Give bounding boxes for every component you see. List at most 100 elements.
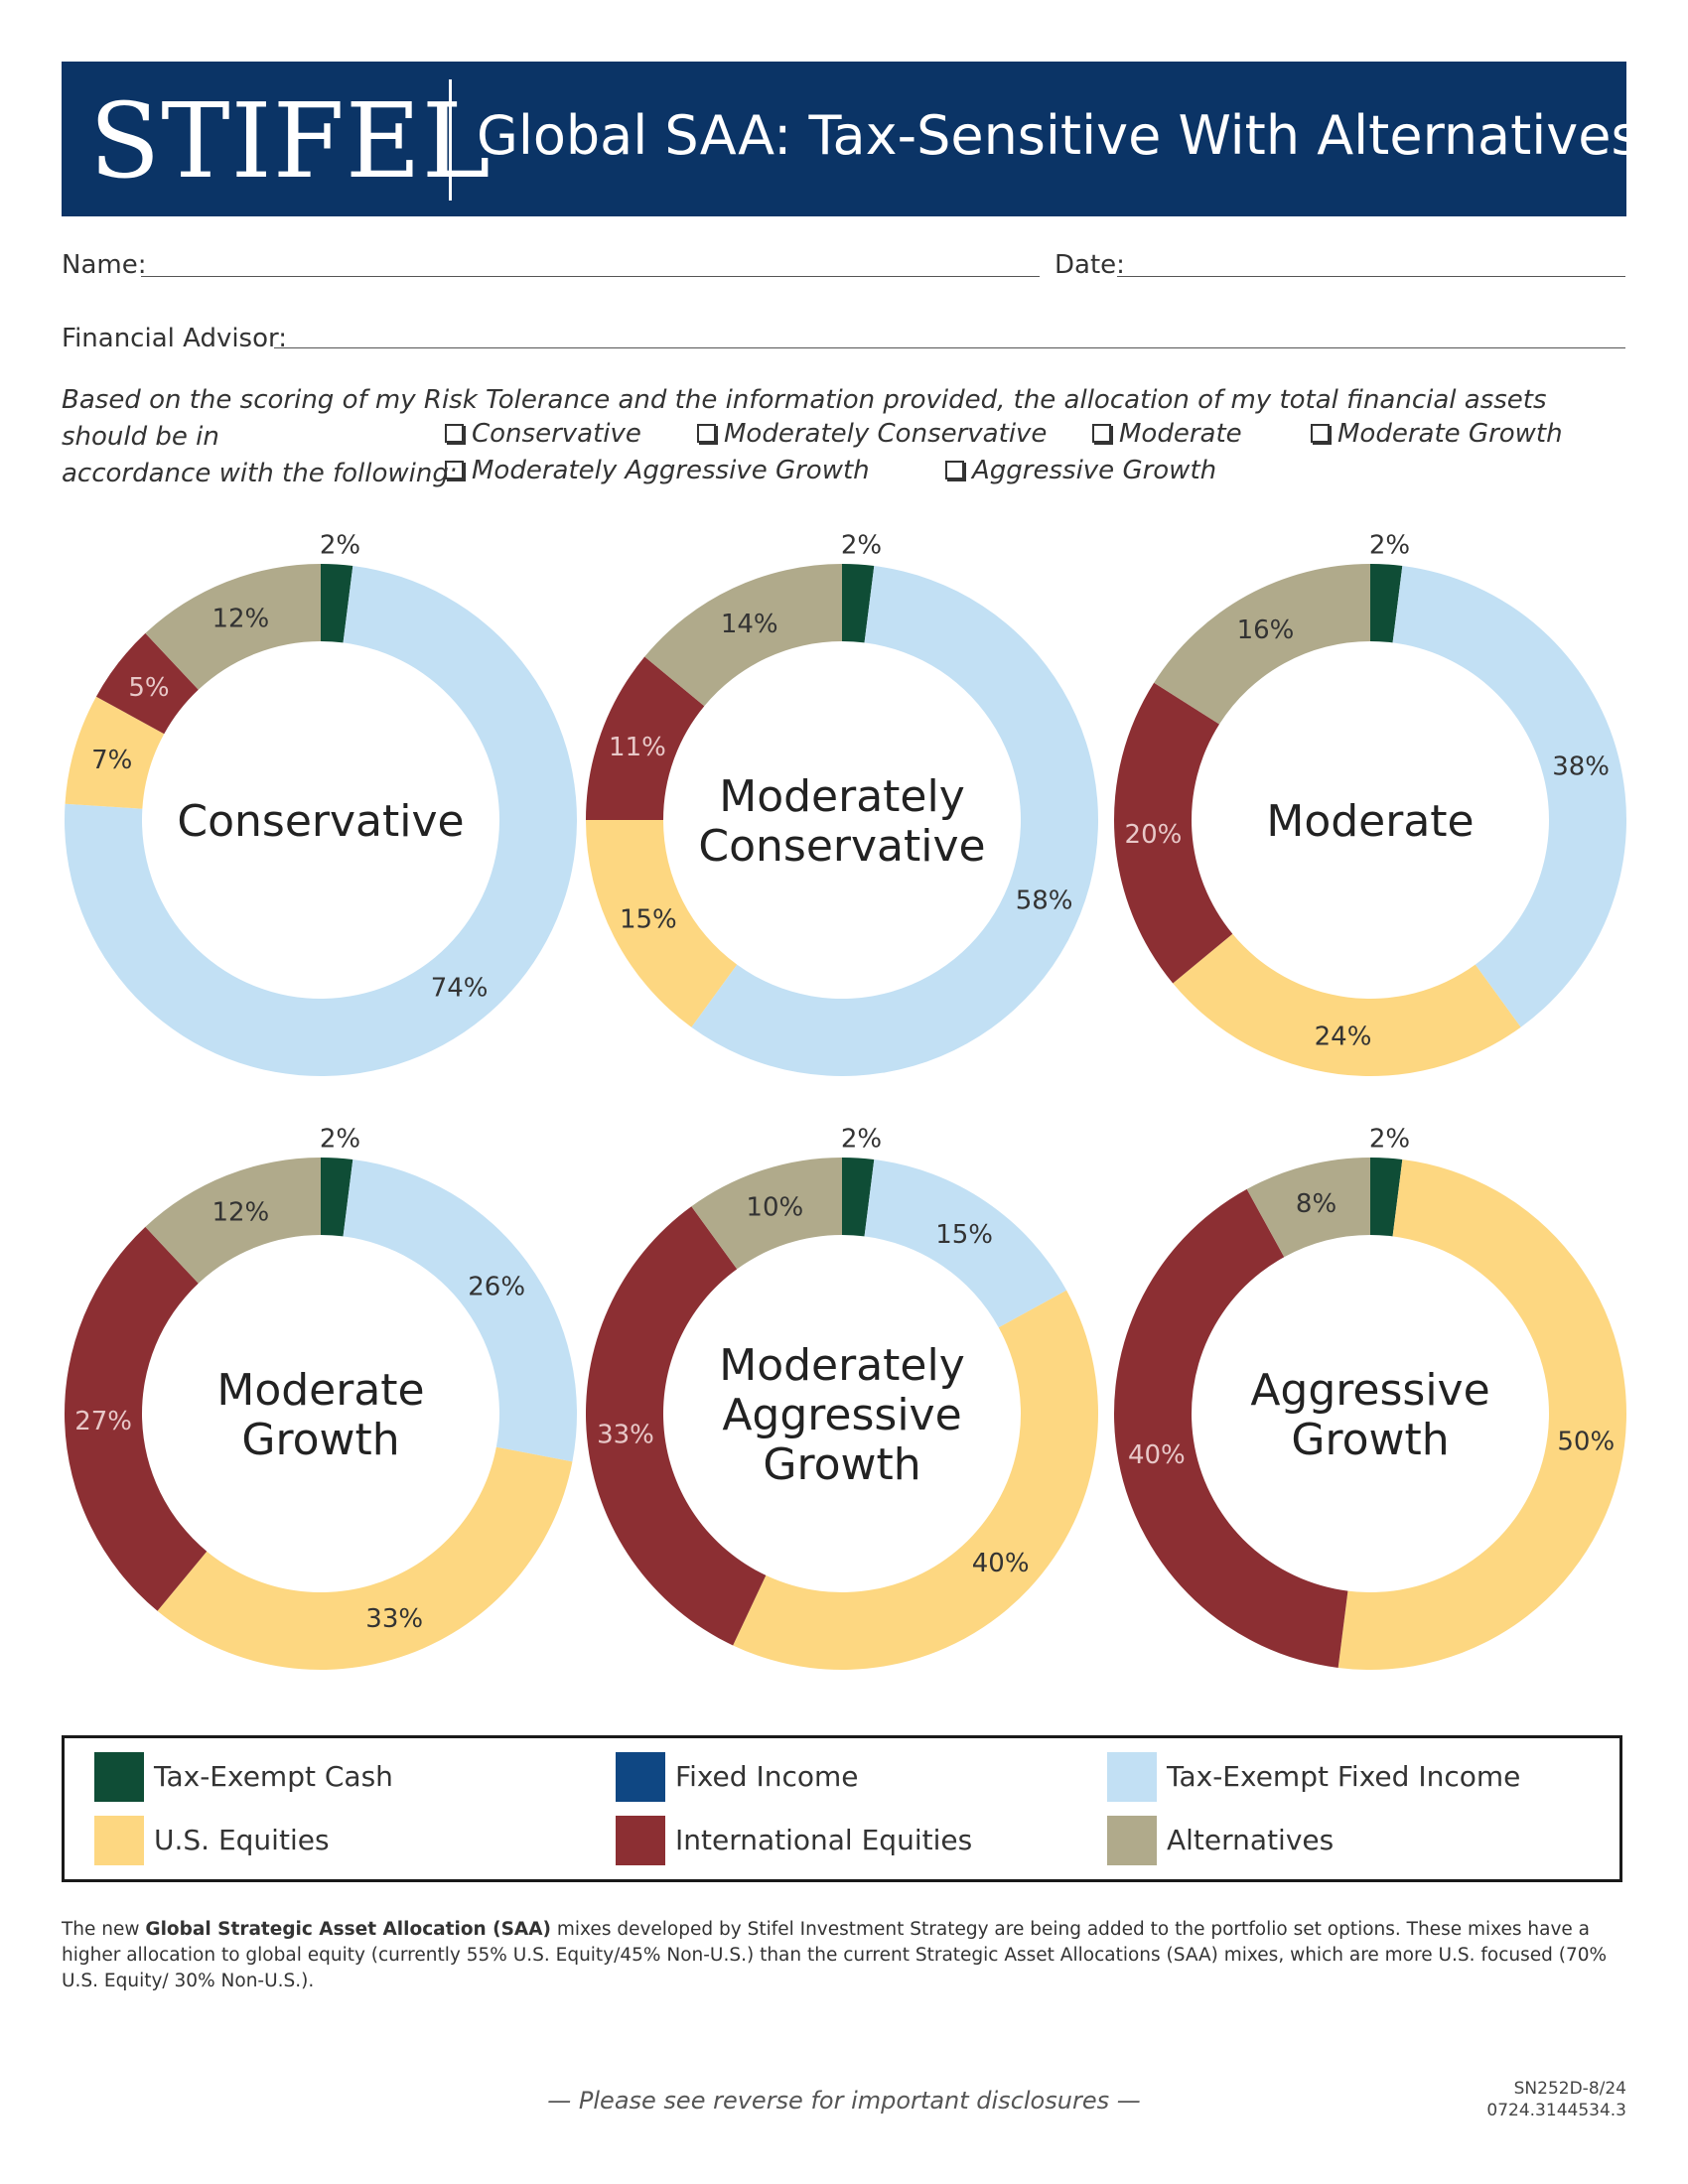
slice-u-s-equities — [65, 696, 165, 809]
slice-label-alternatives: 12% — [211, 1197, 269, 1227]
footnote: The new Global Strategic Asset Allocatio… — [62, 1919, 1608, 1991]
legend-swatch — [1107, 1816, 1157, 1865]
slice-alternatives — [1154, 564, 1370, 725]
slice-international-equities — [65, 1226, 208, 1611]
center-label: Conservative — [698, 821, 985, 872]
slice-tax-exempt-fixed-income — [1392, 566, 1626, 1027]
legend-label: U.S. Equities — [154, 1824, 330, 1856]
slice-label-tax-exempt-cash: 2% — [1369, 531, 1410, 561]
slice-label-tax-exempt-fixed-income: 26% — [468, 1272, 525, 1301]
legend-swatch — [94, 1816, 144, 1865]
document-code: SN252D-8/24 — [1513, 2079, 1626, 2099]
slice-alternatives — [691, 1158, 842, 1270]
legend-swatch — [1107, 1752, 1157, 1802]
slice-international-equities — [586, 656, 705, 820]
option-moderate[interactable]: Moderate — [1092, 419, 1242, 449]
center-label: Growth — [241, 1415, 399, 1465]
slice-label-international-equities: 11% — [609, 733, 666, 762]
name-label: Name: — [62, 250, 147, 280]
date-field[interactable] — [1117, 276, 1625, 277]
center-label: Moderately — [719, 771, 965, 822]
slice-label-tax-exempt-fixed-income: 58% — [1016, 887, 1073, 916]
page-title: Global SAA: Tax-Sensitive With Alternati… — [477, 104, 1639, 167]
slice-tax-exempt-cash — [321, 1158, 353, 1237]
slice-u-s-equities — [1173, 933, 1521, 1076]
footnote-bold: Global Strategic Asset Allocation (SAA) — [145, 1919, 552, 1940]
slice-tax-exempt-cash — [842, 1158, 875, 1237]
legend: Tax-Exempt Cash Fixed Income Tax-Exempt … — [62, 1735, 1622, 1882]
slice-label-u-s-equities: 15% — [620, 904, 677, 934]
center-label: Conservative — [177, 796, 464, 847]
slice-alternatives — [644, 564, 842, 707]
slice-tax-exempt-fixed-income — [343, 1160, 577, 1462]
banner-divider — [449, 79, 452, 201]
advisor-label: Financial Advisor: — [62, 324, 288, 353]
center-label: Aggressive — [1250, 1365, 1489, 1416]
slice-tax-exempt-cash — [1370, 564, 1403, 643]
header-banner: STIFEL Global SAA: Tax-Sensitive With Al… — [62, 62, 1639, 216]
intro-line-1: Based on the scoring of my Risk Toleranc… — [62, 385, 1547, 452]
slice-international-equities — [1114, 1188, 1348, 1668]
date-label: Date: — [1055, 250, 1125, 280]
slice-label-alternatives: 8% — [1296, 1189, 1336, 1219]
option-conservative[interactable]: Conservative — [445, 419, 641, 449]
slice-tax-exempt-cash — [842, 564, 875, 643]
option-moderate-growth[interactable]: Moderate Growth — [1311, 419, 1563, 449]
slice-international-equities — [1114, 682, 1233, 984]
slice-u-s-equities — [157, 1446, 573, 1671]
slice-label-tax-exempt-cash: 2% — [1369, 1125, 1410, 1155]
center-label: Growth — [1291, 1415, 1449, 1465]
center-label: Moderately — [719, 1340, 965, 1391]
slice-label-tax-exempt-cash: 2% — [841, 1125, 882, 1155]
slice-label-international-equities: 33% — [597, 1421, 654, 1450]
intro-text: Based on the scoring of my Risk Toleranc… — [62, 382, 1630, 492]
slice-tax-exempt-fixed-income — [691, 566, 1098, 1076]
slice-international-equities — [95, 632, 199, 735]
slice-label-alternatives: 12% — [211, 604, 269, 633]
option-moderately-aggressive-growth[interactable]: Moderately Aggressive Growth — [445, 456, 870, 485]
slice-tax-exempt-fixed-income — [864, 1160, 1067, 1328]
legend-label: Tax-Exempt Fixed Income — [1167, 1760, 1521, 1793]
slice-u-s-equities — [1337, 1160, 1626, 1670]
option-moderately-conservative[interactable]: Moderately Conservative — [697, 419, 1047, 449]
slice-label-international-equities: 20% — [1125, 820, 1183, 850]
checkbox-icon — [945, 461, 964, 479]
legend-swatch — [94, 1752, 144, 1802]
legend-swatch — [616, 1816, 665, 1865]
disclosure-note: — Please see reverse for important discl… — [547, 2087, 1141, 2115]
donut-chart-moderate: 2% 38% 24% 20% 16% Moderate — [1114, 531, 1626, 1076]
legend-swatch — [616, 1752, 665, 1802]
slice-tax-exempt-fixed-income — [64, 566, 577, 1077]
slice-u-s-equities — [586, 820, 738, 1027]
slice-label-alternatives: 16% — [1237, 615, 1295, 645]
checkbox-icon — [1092, 424, 1111, 443]
slice-label-international-equities: 27% — [74, 1407, 132, 1436]
slice-label-alternatives: 14% — [721, 610, 778, 639]
slice-tax-exempt-cash — [321, 564, 353, 643]
slice-label-tax-exempt-fixed-income: 38% — [1552, 752, 1610, 782]
center-label: Aggressive — [722, 1390, 961, 1440]
advisor-field[interactable] — [274, 347, 1625, 348]
slice-alternatives — [145, 564, 321, 690]
slice-label-tax-exempt-fixed-income: 74% — [431, 974, 489, 1004]
center-label: Growth — [763, 1439, 920, 1490]
name-field[interactable] — [141, 276, 1040, 277]
slice-label-tax-exempt-cash: 2% — [320, 1125, 360, 1155]
slice-alternatives — [1246, 1158, 1370, 1258]
checkbox-icon — [697, 424, 716, 443]
center-label: Moderate — [1266, 796, 1474, 847]
option-aggressive-growth[interactable]: Aggressive Growth — [945, 456, 1216, 485]
slice-alternatives — [145, 1158, 321, 1284]
slice-label-u-s-equities: 33% — [365, 1604, 423, 1634]
slice-label-tax-exempt-cash: 2% — [320, 531, 360, 561]
slice-label-tax-exempt-fixed-income: 15% — [935, 1220, 993, 1250]
legend-label: Alternatives — [1167, 1824, 1335, 1856]
legend-label: Tax-Exempt Cash — [154, 1760, 393, 1793]
checkbox-icon — [445, 461, 464, 479]
slice-u-s-equities — [733, 1290, 1099, 1671]
slice-label-u-s-equities: 24% — [1315, 1022, 1372, 1051]
slice-international-equities — [585, 1206, 767, 1646]
slice-label-u-s-equities: 40% — [972, 1549, 1030, 1578]
legend-label: International Equities — [675, 1824, 973, 1856]
